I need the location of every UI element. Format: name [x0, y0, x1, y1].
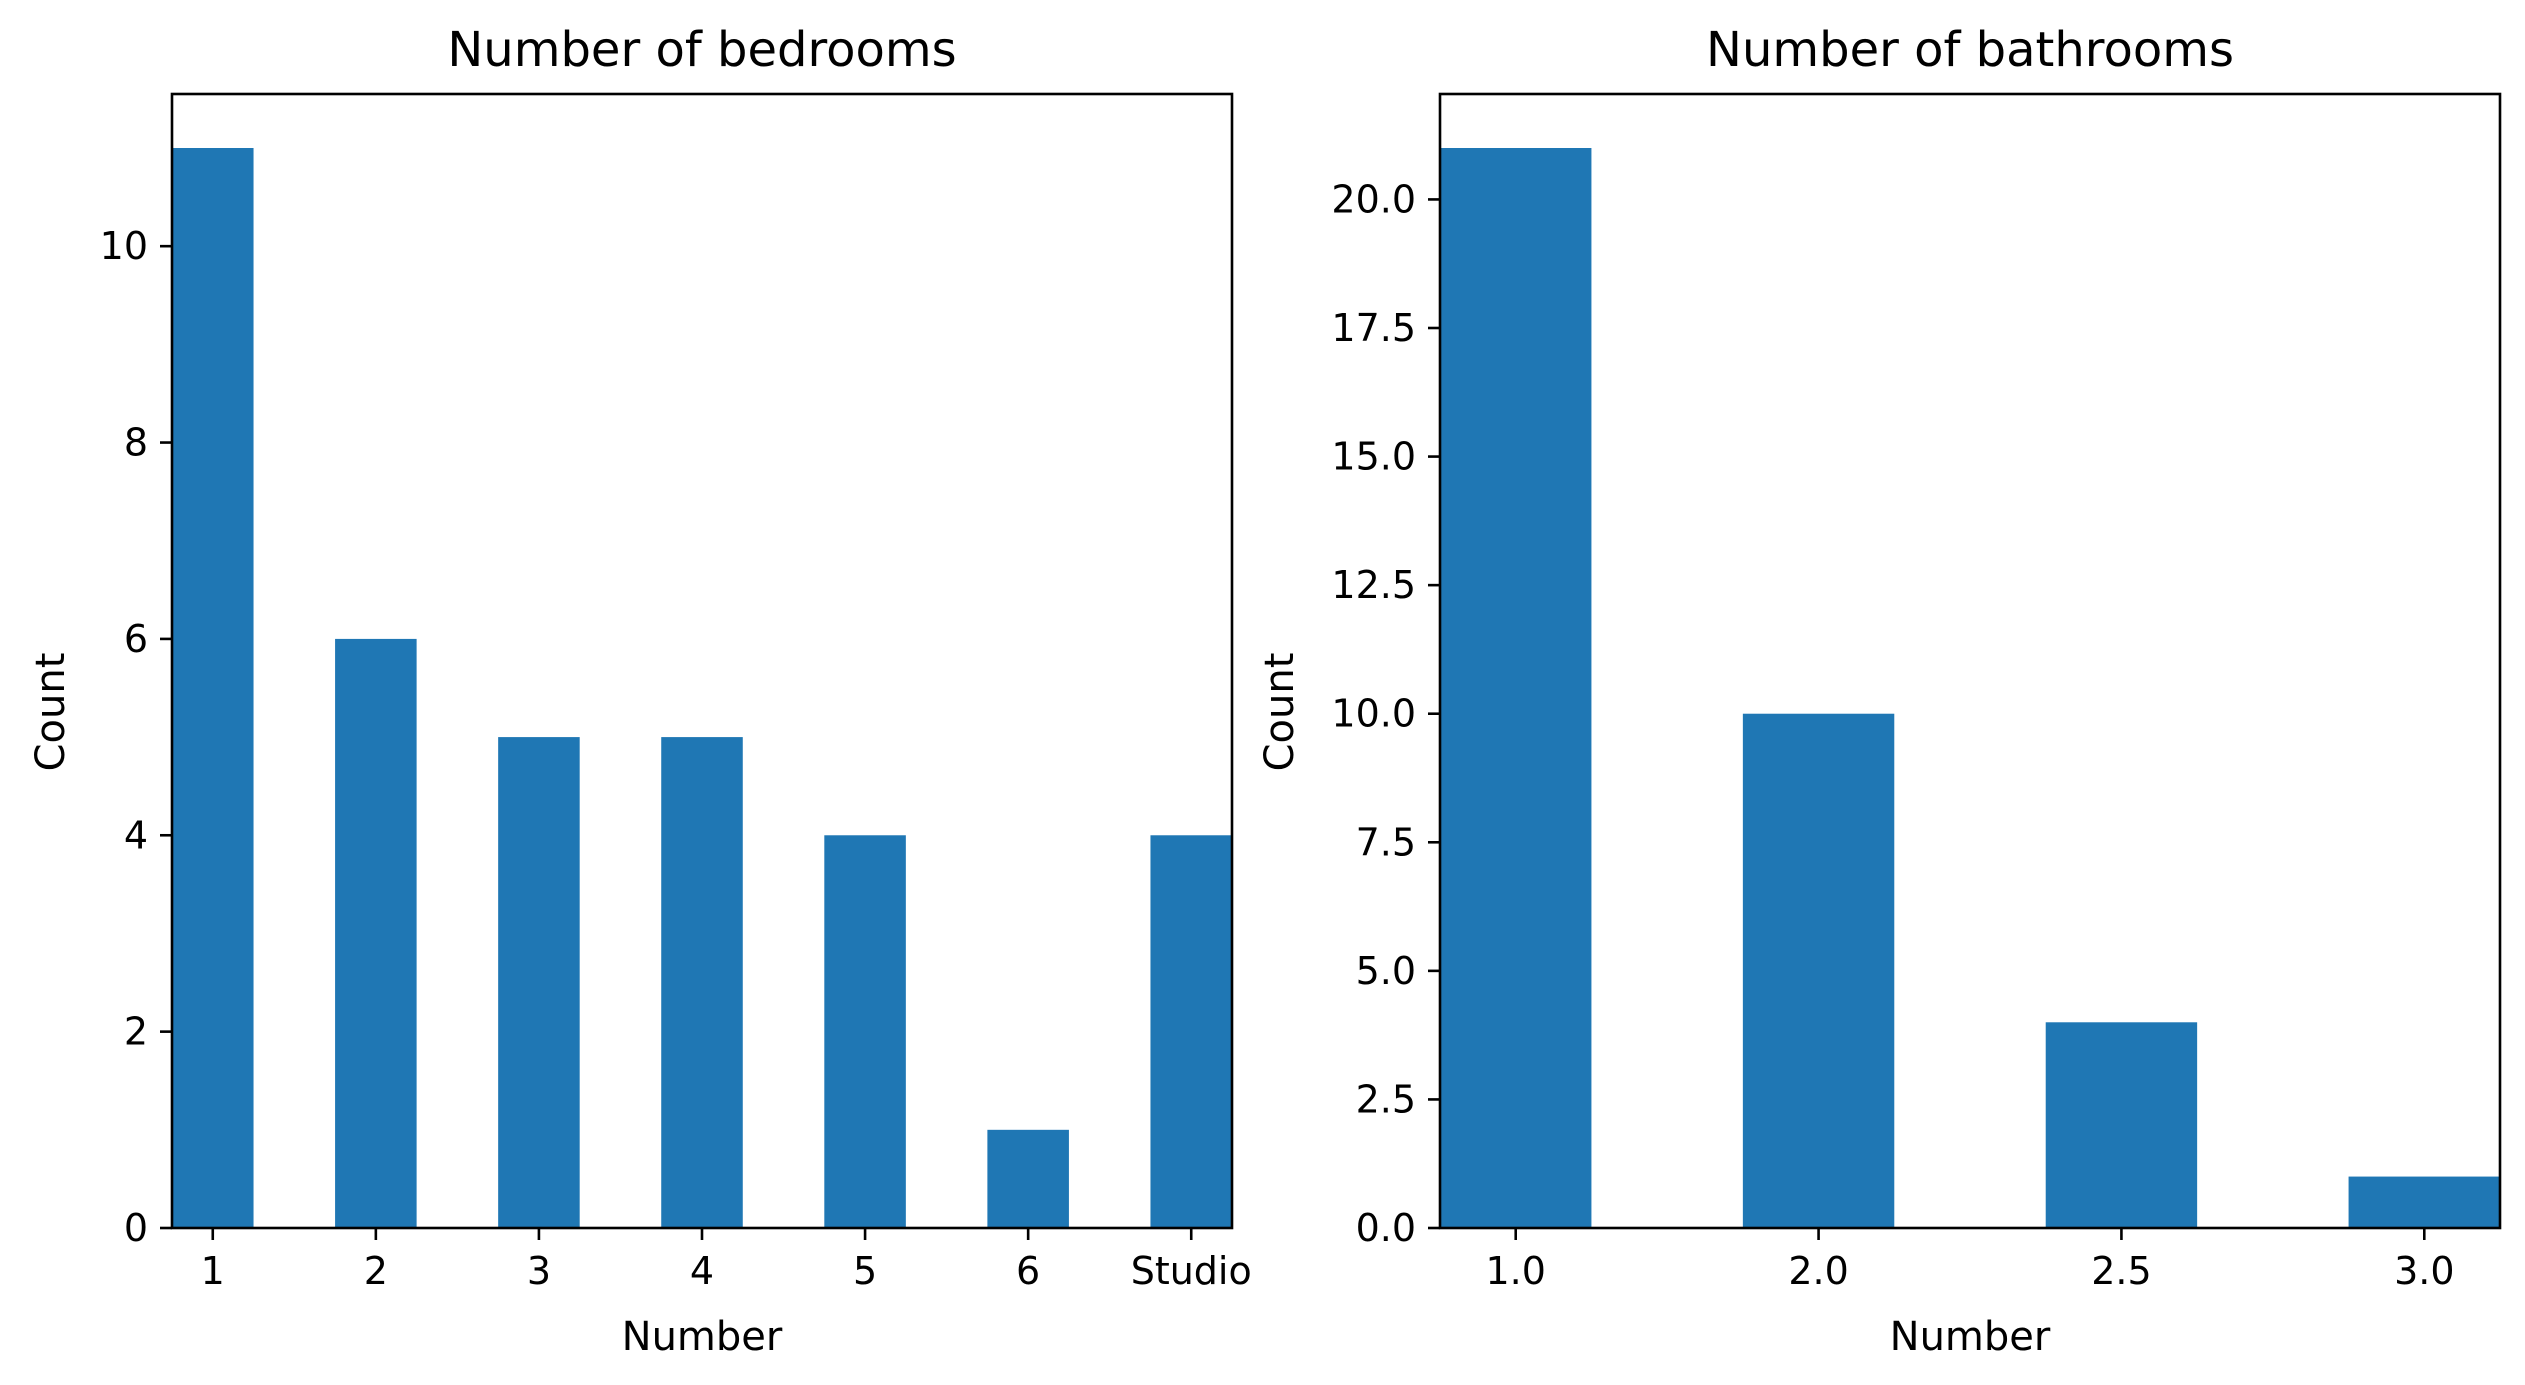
bathrooms-y-axis-label: Count — [1257, 653, 1303, 772]
bedrooms-x-axis-label: Number — [622, 1314, 783, 1360]
bedrooms-chart: Number of bedrooms Number Count 0246810 … — [28, 22, 1252, 1360]
bathrooms-bar-2.0 — [1742, 713, 1895, 1228]
bathrooms-plot-frame — [1438, 92, 2502, 1230]
bathrooms-bar-1.0 — [1440, 148, 1592, 1228]
bedrooms-bars — [172, 148, 1232, 1228]
bathrooms-y-tick-label: 12.5 — [1331, 563, 1416, 607]
bathrooms-chart-title: Number of bathrooms — [1706, 22, 2234, 78]
bathrooms-x-tick-label: 2.0 — [1788, 1249, 1848, 1293]
bathrooms-y-tick-label: 2.5 — [1356, 1077, 1416, 1121]
bathrooms-x-axis-label: Number — [1890, 1314, 2051, 1360]
bedrooms-chart-title: Number of bedrooms — [447, 22, 956, 78]
bedrooms-x-tick-label: Studio — [1131, 1249, 1252, 1293]
bedrooms-bar-1 — [172, 148, 254, 1228]
bathrooms-chart: Number of bathrooms Number Count 0.0 2.5 5… — [1257, 22, 2502, 1360]
bathrooms-x-tick-label: 2.5 — [2091, 1249, 2151, 1293]
bedrooms-bar-3 — [498, 737, 580, 1228]
bathrooms-x-tick-label: 1.0 — [1485, 1249, 1545, 1293]
bathrooms-y-tick-label: 5.0 — [1356, 949, 1416, 993]
bedrooms-y-tick-label: 0 — [124, 1206, 148, 1250]
bedrooms-y-axis: 0 2 4 6 8 10 — [100, 224, 172, 1250]
bedrooms-x-tick-label: 2 — [364, 1249, 388, 1293]
bedrooms-y-tick-label: 6 — [124, 617, 148, 661]
bedrooms-x-tick-label: 6 — [1016, 1249, 1040, 1293]
bathrooms-y-axis: 0.0 2.5 5.0 7.5 10.0 12.5 15.0 17.5 20.0 — [1331, 177, 1440, 1250]
bedrooms-x-tick-label: 4 — [690, 1249, 714, 1293]
bathrooms-bar-3.0 — [2348, 1176, 2500, 1228]
bathrooms-bar-2.5 — [2045, 1022, 2198, 1228]
bedrooms-y-tick-label: 8 — [124, 421, 148, 465]
bedrooms-y-axis-label: Count — [28, 653, 74, 772]
bedrooms-bar-6 — [987, 1129, 1069, 1228]
bathrooms-y-tick-label: 15.0 — [1331, 435, 1416, 479]
bedrooms-bar-2 — [335, 638, 417, 1228]
bedrooms-y-tick-label: 4 — [124, 813, 148, 857]
bedrooms-plot-frame — [170, 92, 1234, 1230]
bedrooms-bar-5 — [824, 835, 906, 1228]
bedrooms-x-tick-label: 1 — [201, 1249, 225, 1293]
bedrooms-x-axis: 1 2 3 4 5 6 Studio — [201, 1228, 1252, 1293]
bathrooms-y-tick-label: 20.0 — [1331, 177, 1416, 221]
bedrooms-x-tick-label: 3 — [527, 1249, 551, 1293]
bathrooms-bars — [1440, 148, 2500, 1228]
bathrooms-y-tick-label: 0.0 — [1356, 1206, 1416, 1250]
bedrooms-y-tick-label: 2 — [124, 1010, 148, 1054]
bathrooms-x-tick-label: 3.0 — [2394, 1249, 2454, 1293]
bedrooms-y-tick-label: 10 — [100, 224, 148, 268]
bedrooms-bar-Studio — [1150, 835, 1232, 1228]
bathrooms-y-tick-label: 7.5 — [1356, 820, 1416, 864]
bathrooms-y-tick-label: 10.0 — [1331, 692, 1416, 736]
bedrooms-bar-4 — [661, 737, 743, 1228]
bathrooms-y-tick-label: 17.5 — [1331, 306, 1416, 350]
bedrooms-x-tick-label: 5 — [853, 1249, 877, 1293]
bathrooms-x-axis: 1.0 2.0 2.5 3.0 — [1485, 1228, 2455, 1293]
